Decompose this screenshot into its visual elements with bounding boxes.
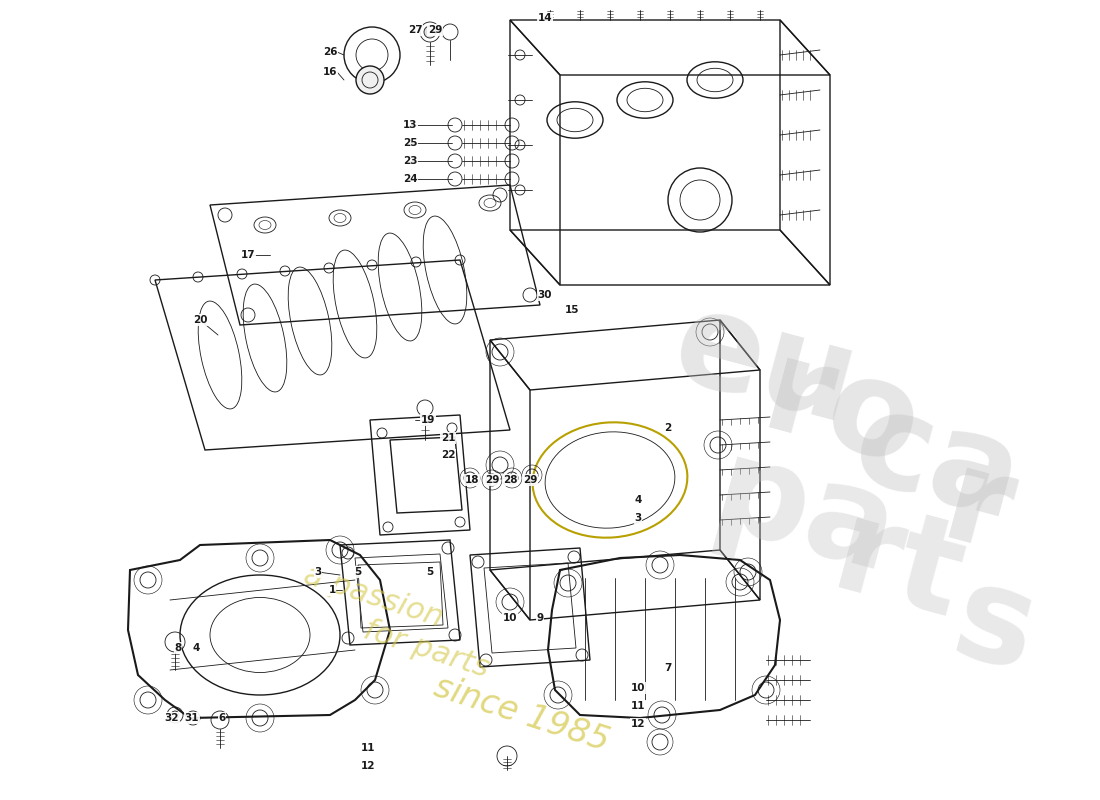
Circle shape <box>170 711 179 719</box>
Text: 20: 20 <box>192 315 207 325</box>
Text: 29: 29 <box>428 25 442 35</box>
Text: 29: 29 <box>485 475 499 485</box>
Text: ca: ca <box>840 380 1034 546</box>
Text: r: r <box>930 440 1026 579</box>
Text: 27: 27 <box>408 25 422 35</box>
Text: 29: 29 <box>522 475 537 485</box>
Text: 6: 6 <box>219 713 225 723</box>
Text: 18: 18 <box>464 475 480 485</box>
Text: s: s <box>940 555 1048 698</box>
Text: 15: 15 <box>564 305 580 315</box>
Text: 10: 10 <box>630 683 646 693</box>
Text: 13: 13 <box>403 120 417 130</box>
Text: for parts: for parts <box>360 615 493 682</box>
Text: 12: 12 <box>630 719 646 729</box>
Text: 8: 8 <box>175 643 182 653</box>
Text: 1: 1 <box>329 585 336 595</box>
Text: 19: 19 <box>421 415 436 425</box>
Text: 11: 11 <box>630 701 646 711</box>
Text: 3: 3 <box>635 513 641 523</box>
Text: 26: 26 <box>322 47 338 57</box>
Text: 17: 17 <box>241 250 255 260</box>
Circle shape <box>424 26 436 38</box>
Text: 5: 5 <box>354 567 362 577</box>
Text: 25: 25 <box>403 138 417 148</box>
Text: 23: 23 <box>403 156 417 166</box>
Text: 7: 7 <box>664 663 672 673</box>
Text: pa: pa <box>700 430 910 600</box>
Text: rt: rt <box>820 490 977 646</box>
Text: 30: 30 <box>538 290 552 300</box>
Text: 4: 4 <box>635 495 641 505</box>
Text: a passion: a passion <box>300 560 447 632</box>
Text: 24: 24 <box>403 174 417 184</box>
Text: 11: 11 <box>361 743 375 753</box>
Text: 10: 10 <box>503 613 517 623</box>
Text: 32: 32 <box>165 713 179 723</box>
Text: 22: 22 <box>441 450 455 460</box>
Text: ro: ro <box>750 330 933 493</box>
Text: 21: 21 <box>441 433 455 443</box>
Text: 5: 5 <box>427 567 433 577</box>
Text: 31: 31 <box>185 713 199 723</box>
Text: 16: 16 <box>322 67 338 77</box>
Text: 4: 4 <box>192 643 200 653</box>
Text: 14: 14 <box>538 13 552 23</box>
Text: since 1985: since 1985 <box>430 670 614 758</box>
Text: eu: eu <box>660 280 870 450</box>
Text: 28: 28 <box>503 475 517 485</box>
Text: 3: 3 <box>315 567 321 577</box>
Text: 9: 9 <box>537 613 543 623</box>
Text: 12: 12 <box>361 761 375 771</box>
Circle shape <box>356 66 384 94</box>
Text: 2: 2 <box>664 423 672 433</box>
